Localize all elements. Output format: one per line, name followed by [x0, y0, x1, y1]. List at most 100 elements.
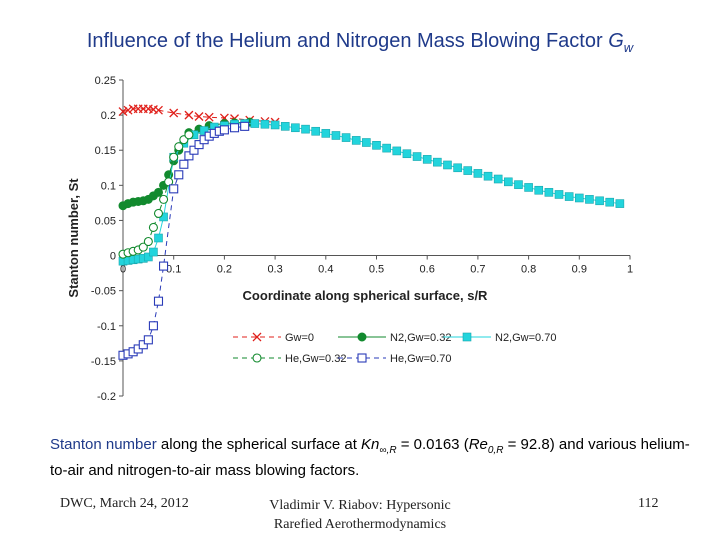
title-prefix: Influence of the Helium and Nitrogen Mas…	[86, 30, 609, 52]
legend-label-he-gw-0-32: He,Gw=0.32	[285, 353, 346, 365]
y-tick-label: -0.05	[91, 286, 116, 298]
title-subscript: w	[623, 40, 634, 55]
data-point-he-gw-0-70	[143, 335, 153, 345]
data-point-n2-gw-0-70	[564, 192, 574, 201]
x-tick-label: 0	[120, 264, 126, 276]
y-axis-title: Stanton number, St	[66, 178, 81, 298]
data-point-he-gw-0-70	[153, 296, 164, 306]
data-point-he-gw-0-32	[138, 242, 148, 252]
data-point-n2-gw-0-70	[514, 180, 523, 189]
data-point-n2-gw-0-32	[153, 187, 163, 197]
x-tick-label: 0.6	[420, 264, 435, 276]
legend-marker-gw-0	[252, 332, 262, 342]
y-tick-label: 0.2	[101, 110, 116, 122]
y-tick-label: 0.1	[101, 180, 116, 192]
data-point-n2-gw-0-70	[615, 199, 625, 208]
caption-highlight: Stanton number	[50, 436, 157, 453]
data-point-n2-gw-0-70	[144, 252, 153, 262]
data-point-gw-0	[154, 105, 163, 115]
data-point-gw-0	[194, 112, 204, 121]
footer-author: Vladimir V. Riabov: Hypersonic Rarefied A…	[240, 496, 480, 534]
footer-date: DWC, March 24, 2012	[60, 496, 189, 511]
data-point-he-gw-0-70	[194, 140, 204, 150]
footer-author-line-1: Vladimir V. Riabov: Hypersonic	[269, 498, 451, 513]
data-point-he-gw-0-70	[219, 125, 229, 135]
data-point-n2-gw-0-70	[149, 247, 158, 257]
data-point-n2-gw-0-70	[504, 177, 513, 187]
data-point-he-gw-0-70	[174, 170, 184, 180]
data-point-n2-gw-0-70	[382, 143, 391, 153]
data-point-n2-gw-0-70	[544, 188, 554, 197]
data-point-gw-0	[123, 105, 133, 115]
data-point-n2-gw-0-70	[372, 141, 381, 150]
data-point-he-gw-0-32	[143, 236, 153, 247]
data-point-he-gw-0-70	[159, 261, 169, 271]
data-point-n2-gw-0-70	[362, 138, 371, 147]
legend-label-gw-0: Gw=0	[285, 332, 314, 344]
data-point-n2-gw-0-70	[301, 124, 310, 134]
data-point-n2-gw-0-70	[473, 169, 483, 178]
data-point-n2-gw-0-70	[311, 126, 320, 136]
x-tick-label: 0.7	[470, 264, 485, 276]
footer-author-line-2: Rarefied Aerothermodynamics	[273, 517, 447, 532]
caption-kn-symbol: Kn	[361, 436, 380, 453]
title-symbol: G	[608, 30, 624, 52]
data-point-he-gw-0-70	[240, 121, 250, 131]
data-point-he-gw-0-32	[148, 222, 158, 233]
data-point-n2-gw-0-70	[351, 136, 361, 145]
x-tick-label: 0.5	[369, 264, 384, 276]
data-point-gw-0	[204, 112, 214, 122]
y-tick-label: 0.15	[95, 145, 116, 157]
caption-re-symbol: Re	[468, 436, 488, 453]
data-point-he-gw-0-32	[153, 208, 164, 218]
data-point-he-gw-0-70	[184, 151, 194, 161]
data-point-n2-gw-0-70	[605, 197, 615, 207]
caption-text-3: = 92.8) and various helium-to-air and ni…	[50, 436, 690, 479]
data-point-n2-gw-0-70	[412, 152, 422, 161]
data-point-he-gw-0-70	[138, 340, 148, 350]
data-point-gw-0	[118, 107, 128, 117]
x-axis-title: Coordinate along spherical surface, s/R	[243, 288, 489, 303]
slide-title: Influence of the Helium and Nitrogen Mas…	[0, 30, 720, 55]
data-point-he-gw-0-70	[179, 159, 189, 169]
legend-label-n2-gw-0-32: N2,Gw=0.32	[390, 332, 451, 344]
data-point-he-gw-0-32	[164, 177, 174, 187]
legend-marker-n2-gw-0-70	[462, 332, 472, 342]
data-point-n2-gw-0-70	[524, 183, 533, 192]
data-point-n2-gw-0-70	[291, 123, 300, 133]
data-point-n2-gw-0-70	[443, 160, 452, 170]
data-point-n2-gw-0-70	[433, 157, 442, 167]
data-point-n2-gw-0-70	[554, 190, 564, 199]
data-point-n2-gw-0-70	[483, 171, 493, 181]
caption-text-1: along the spherical surface at	[156, 436, 362, 453]
data-point-n2-gw-0-70	[321, 129, 331, 138]
data-point-he-gw-0-70	[148, 321, 158, 331]
data-point-he-gw-0-32	[159, 194, 169, 204]
data-point-n2-gw-0-70	[270, 120, 280, 130]
data-point-n2-gw-0-70	[422, 155, 432, 164]
x-tick-label: 0.2	[217, 264, 232, 276]
y-tick-label: 0.25	[95, 75, 116, 87]
data-point-n2-gw-0-70	[574, 193, 584, 203]
y-tick-label: -0.15	[91, 356, 116, 368]
x-tick-label: 0.1	[166, 264, 181, 276]
data-point-n2-gw-0-70	[463, 166, 473, 175]
data-point-n2-gw-0-70	[392, 146, 402, 156]
data-point-n2-gw-0-70	[402, 149, 412, 159]
data-point-n2-gw-0-70	[331, 131, 341, 140]
x-tick-label: 0.3	[267, 264, 282, 276]
data-point-n2-gw-0-70	[154, 233, 163, 243]
data-point-n2-gw-0-70	[250, 119, 260, 128]
x-tick-label: 0.8	[521, 264, 536, 276]
legend-marker-he-gw-0-32	[252, 353, 262, 363]
y-tick-label: 0.05	[95, 215, 116, 227]
y-tick-label: 0	[110, 251, 116, 263]
data-point-he-gw-0-32	[174, 142, 184, 152]
data-point-he-gw-0-70	[169, 184, 179, 194]
legend-marker-he-gw-0-70	[357, 353, 367, 363]
series-line-gw-0	[122, 108, 276, 123]
caption-re-subscript: 0,R	[487, 445, 504, 456]
data-point-n2-gw-0-70	[595, 196, 604, 206]
data-point-n2-gw-0-70	[534, 185, 544, 195]
y-tick-label: -0.2	[97, 391, 116, 403]
